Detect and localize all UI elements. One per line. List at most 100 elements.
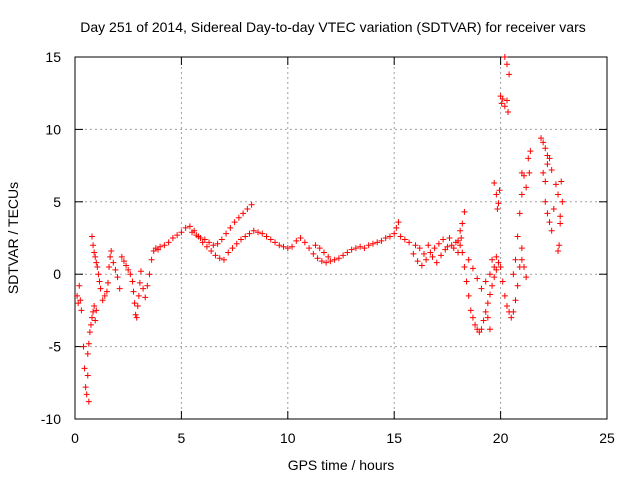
y-axis: -10 -5 0 5 10 15 — [41, 49, 607, 427]
data-point — [457, 242, 464, 249]
data-point — [78, 307, 85, 314]
data-point — [459, 249, 466, 256]
data-point — [206, 239, 213, 246]
data-point — [548, 166, 555, 173]
data-point — [263, 233, 270, 240]
data-point — [130, 288, 137, 295]
data-point — [478, 326, 485, 333]
data-point — [85, 398, 92, 405]
data-point — [410, 250, 417, 257]
data-point — [518, 169, 525, 176]
data-point — [214, 240, 221, 247]
data-point — [455, 237, 462, 244]
data-point — [523, 274, 530, 281]
data-point — [201, 236, 208, 243]
data-point — [518, 191, 525, 198]
data-point — [127, 271, 134, 278]
data-point — [510, 308, 517, 315]
data-point — [314, 255, 321, 262]
data-point — [97, 285, 104, 292]
data-point — [463, 278, 470, 285]
data-point — [137, 268, 144, 275]
data-point — [503, 303, 510, 310]
data-point — [467, 307, 474, 314]
data-point — [227, 224, 234, 231]
data-point — [469, 265, 476, 272]
data-point — [96, 278, 103, 285]
data-point — [240, 210, 247, 217]
data-point — [525, 155, 532, 162]
data-point — [112, 266, 119, 273]
data-point — [512, 256, 519, 263]
x-axis: 0 5 10 15 20 25 — [71, 57, 615, 446]
data-point — [135, 292, 142, 299]
data-point — [297, 235, 304, 241]
data-point — [518, 245, 525, 252]
data-point — [212, 252, 219, 259]
data-point — [361, 245, 368, 252]
x-tick-label: 15 — [386, 430, 402, 446]
data-point — [86, 329, 93, 336]
data-point — [555, 191, 562, 198]
data-point — [344, 249, 351, 256]
chart-title: Day 251 of 2014, Sidereal Day-to-day VTE… — [80, 19, 586, 35]
data-point — [318, 258, 325, 265]
data-point — [225, 249, 232, 256]
data-point — [144, 282, 151, 289]
data-point — [107, 253, 114, 260]
data-point — [106, 263, 113, 270]
data-point — [374, 239, 381, 246]
data-point — [461, 263, 468, 270]
data-point — [406, 239, 413, 246]
data-point — [506, 71, 513, 78]
data-point — [518, 256, 525, 263]
data-point — [134, 303, 141, 310]
data-point — [178, 229, 185, 236]
data-point — [495, 259, 502, 266]
data-point — [136, 279, 143, 286]
data-point — [340, 252, 347, 259]
data-point — [540, 139, 547, 146]
data-point — [469, 314, 476, 321]
data-point — [514, 282, 521, 289]
data-point — [482, 278, 489, 285]
data-point — [494, 206, 501, 213]
data-point — [491, 274, 498, 281]
data-point — [365, 242, 372, 249]
data-point — [91, 249, 98, 256]
data-point — [526, 169, 533, 176]
data-point — [293, 237, 300, 244]
data-point — [369, 240, 376, 247]
data-point — [235, 214, 242, 221]
y-tick-label: 15 — [45, 49, 61, 65]
data-point — [508, 314, 515, 321]
data-point — [542, 178, 549, 185]
data-point — [546, 219, 553, 226]
data-point — [429, 253, 436, 260]
data-point — [259, 230, 266, 237]
data-point — [208, 248, 215, 255]
data-point — [74, 292, 81, 299]
data-point — [312, 242, 319, 249]
data-point — [393, 224, 400, 231]
data-point — [544, 161, 551, 168]
data-point — [231, 219, 238, 226]
data-point — [244, 206, 251, 213]
data-point — [85, 340, 92, 347]
data-point — [527, 148, 534, 155]
data-point — [83, 391, 90, 398]
data-point — [427, 249, 434, 256]
data-point — [465, 256, 472, 263]
data-point — [395, 219, 402, 226]
data-point — [446, 235, 453, 241]
data-point — [216, 255, 223, 262]
data-point — [327, 258, 334, 265]
data-point — [491, 263, 498, 270]
data-point — [250, 227, 257, 234]
data-point — [146, 271, 153, 278]
data-point — [438, 252, 445, 259]
data-point — [94, 263, 101, 270]
data-point — [93, 307, 100, 314]
data-point — [255, 229, 262, 236]
data-point — [84, 350, 91, 357]
